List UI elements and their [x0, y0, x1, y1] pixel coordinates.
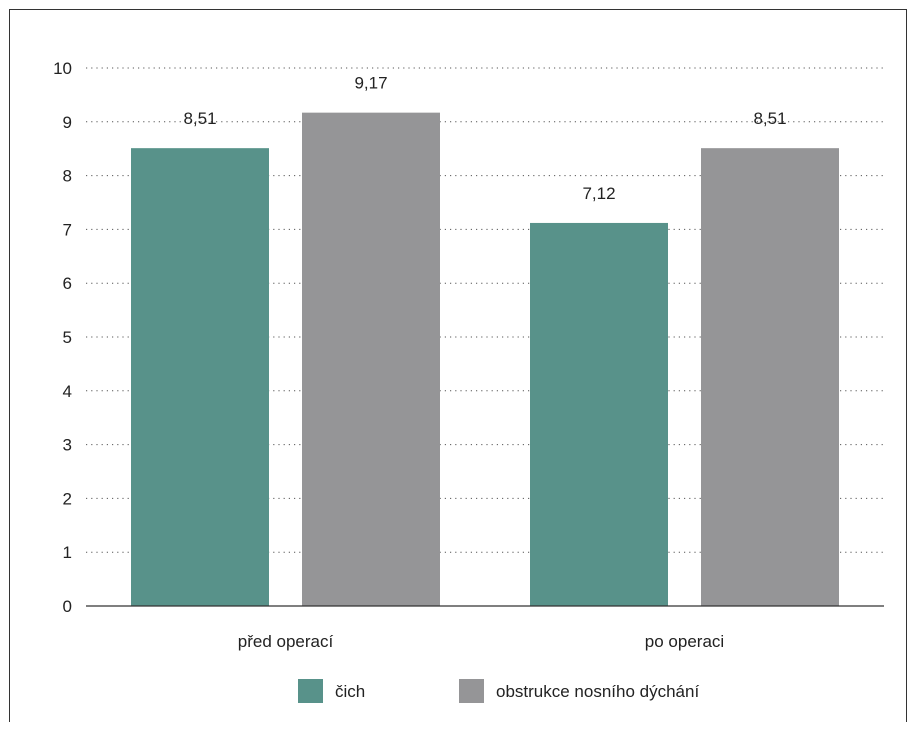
bar-1-2	[530, 222, 668, 606]
bar-1-1	[131, 148, 269, 607]
bars	[131, 112, 839, 607]
y-tick-label: 3	[63, 436, 72, 455]
category-label: před operací	[238, 632, 334, 651]
y-tick-label: 1	[63, 543, 72, 562]
data-labels: 8,51 9,17 7,12 8,51	[183, 74, 786, 203]
x-axis-categories: před operací po operaci	[238, 632, 724, 651]
category-label: po operaci	[645, 632, 724, 651]
data-label: 8,51	[183, 109, 216, 128]
bar-2-2	[701, 148, 839, 607]
y-tick-label: 6	[63, 274, 72, 293]
y-tick-label: 7	[63, 220, 72, 239]
legend-swatch	[459, 679, 484, 703]
chart-frame	[9, 9, 907, 722]
y-tick-label: 9	[63, 113, 72, 132]
y-tick-label: 4	[63, 382, 72, 401]
data-label: 7,12	[582, 184, 615, 203]
data-label: 9,17	[354, 74, 387, 93]
y-tick-label: 5	[63, 328, 72, 347]
data-label: 8,51	[753, 109, 786, 128]
y-tick-label: 8	[63, 167, 72, 186]
y-tick-label: 10	[53, 59, 72, 78]
legend: čich obstrukce nosního dýchání	[298, 679, 699, 703]
legend-swatch	[298, 679, 323, 703]
legend-label: čich	[335, 682, 365, 701]
y-axis-ticks: 0 1 2 3 4 5 6 7 8 9 10	[53, 59, 72, 616]
legend-label: obstrukce nosního dýchání	[496, 682, 699, 701]
y-tick-label: 2	[63, 489, 72, 508]
bar-2-1	[302, 112, 440, 607]
y-tick-label: 0	[63, 597, 72, 616]
